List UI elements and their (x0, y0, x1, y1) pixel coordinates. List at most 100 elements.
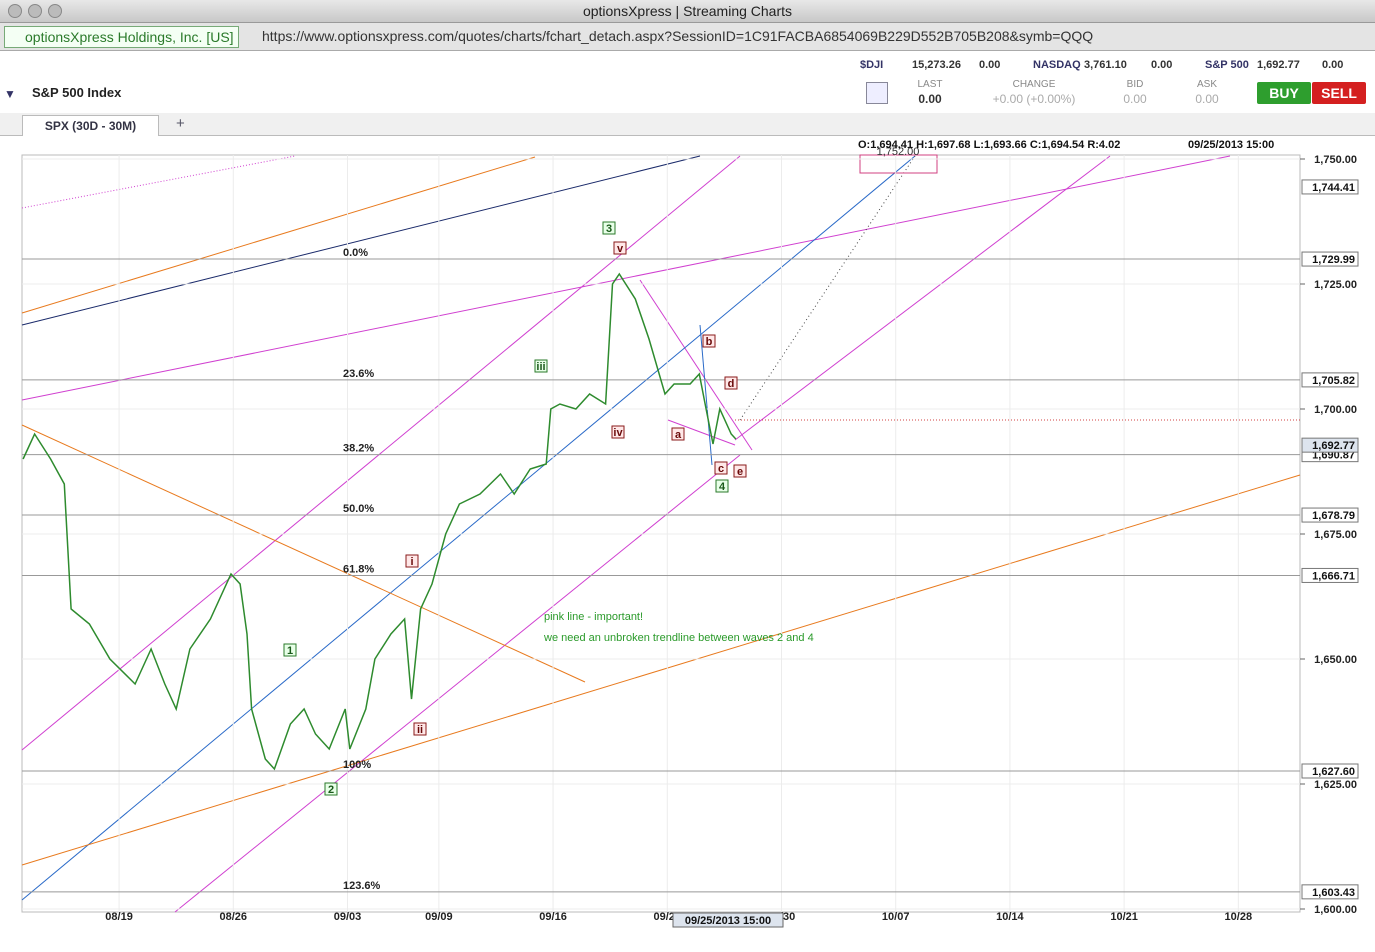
wave-marker (283, 643, 297, 657)
y-tick-label: 1,650.00 (1314, 654, 1357, 666)
wave-label: 4 (719, 481, 726, 493)
field-value: 0.00 (1195, 92, 1219, 106)
ticker-name: $DJI (860, 59, 884, 71)
tool-icon[interactable] (866, 82, 888, 104)
title-bar: optionsXpress | Streaming Charts (0, 0, 1375, 23)
wave-marker (714, 461, 728, 475)
wave-label: i (410, 556, 413, 568)
x-tick-label: 10/21 (1110, 911, 1138, 923)
wave-label: b (706, 336, 713, 348)
trendlines (21, 154, 1301, 913)
quote-field: CHANGE +0.00 (+0.00%) (984, 79, 1084, 106)
ticker-change: 0.00 (979, 59, 1001, 71)
trendline (734, 155, 1111, 441)
price-label: 1,692.77 (1312, 440, 1355, 452)
field-label: BID (1126, 79, 1144, 90)
y-tick-label: 1,725.00 (1314, 279, 1357, 291)
collapse-icon[interactable]: ▼ (4, 87, 16, 101)
x-tick-label: 10/28 (1225, 911, 1253, 923)
target-box (859, 154, 938, 174)
field-value: +0.00 (+0.00%) (992, 92, 1076, 106)
fib-price-label-box (1301, 507, 1359, 523)
annotation: pink line - important! (544, 611, 643, 623)
fib-price-label-box (1301, 251, 1359, 267)
price-line (22, 272, 737, 771)
trendline (21, 155, 741, 751)
crosshair-date-box (672, 912, 784, 928)
trendline (21, 424, 586, 683)
wave-label: a (675, 429, 682, 441)
quote-header: $DJI 15,273.26 0.00 NASDAQ 3,761.10 0.00… (0, 51, 1375, 113)
url[interactable]: https://www.optionsxpress.com/quotes/cha… (262, 28, 1094, 44)
x-tick-label: 10/07 (882, 911, 910, 923)
trendline (21, 474, 1301, 866)
trendline (174, 454, 741, 913)
trendline (21, 156, 536, 314)
wave-marker (702, 334, 716, 348)
wave-label: c (718, 463, 724, 475)
address-bar[interactable]: optionsXpress Holdings, Inc. [US] https:… (0, 23, 1375, 51)
fib-price-label-box (1301, 567, 1359, 583)
target-label: 1,752.00 (877, 146, 920, 158)
wave-marker (602, 221, 616, 235)
ticker-price: 1,692.77 (1257, 59, 1300, 71)
trendline (21, 155, 296, 209)
x-tick-label: 08/26 (220, 911, 248, 923)
fib-price-label: 1,627.60 (1312, 766, 1355, 778)
fib-price-label: 1,729.99 (1312, 254, 1355, 266)
ticker-name: S&P 500 (1205, 59, 1249, 71)
chart: 08/1908/2609/0309/0909/1609/2309/3010/07… (21, 139, 1359, 928)
ticker-change: 0.00 (1322, 59, 1344, 71)
fib-price-label-box (1301, 763, 1359, 779)
wave-label: v (617, 243, 624, 255)
wave-marker (405, 554, 419, 568)
fib-price-label: 1,678.79 (1312, 510, 1355, 522)
annotation: we need an unbroken trendline between wa… (543, 632, 814, 644)
y-tick-label: 1,700.00 (1314, 404, 1357, 416)
price-label-box (1301, 179, 1359, 195)
fib-label: 0.0% (343, 247, 368, 259)
fib-label: 100% (343, 759, 371, 771)
x-tick-label: 08/19 (105, 911, 133, 923)
wave-marker (724, 376, 738, 390)
fib-label: 61.8% (343, 563, 374, 575)
fib-price-label-box (1301, 372, 1359, 388)
y-tick-label: 1,600.00 (1314, 904, 1357, 916)
wave-marker (733, 464, 747, 478)
field-label: ASK (1196, 79, 1217, 90)
trendline (739, 155, 916, 421)
wave-marker (534, 359, 548, 373)
quote-field: BID 0.00 (1100, 79, 1170, 106)
field-value: 0.00 (918, 92, 942, 106)
field-value: 0.00 (1123, 92, 1147, 106)
add-tab[interactable]: + (176, 115, 185, 132)
field-label: LAST (917, 79, 943, 90)
chart-tab[interactable]: SPX (30D - 30M) (22, 115, 159, 136)
site-identity[interactable]: optionsXpress Holdings, Inc. [US] (4, 26, 239, 48)
buy-button[interactable]: BUY (1257, 82, 1311, 104)
close-button[interactable] (8, 4, 22, 18)
crosshair-date: 09/25/2013 15:00 (685, 915, 771, 927)
tab-bar: SPX (30D - 30M) + (0, 113, 1375, 136)
trendline (699, 324, 713, 466)
sell-button[interactable]: SELL (1312, 82, 1366, 104)
price-label: 1,744.41 (1312, 182, 1355, 194)
fib-price-label-box (1301, 884, 1359, 900)
minimize-button[interactable] (28, 4, 42, 18)
fib-label: 38.2% (343, 443, 374, 455)
fib-price-label: 1,666.71 (1312, 570, 1355, 582)
fib-price-label: 1,705.82 (1312, 375, 1355, 387)
wave-label: 3 (606, 223, 612, 235)
window-title: optionsXpress | Streaming Charts (582, 3, 793, 19)
ticker-name: NASDAQ (1033, 59, 1081, 71)
wave-label: iv (613, 427, 623, 439)
fib-label: 23.6% (343, 368, 374, 380)
fib-price-label: 1,603.43 (1312, 887, 1355, 899)
price-label-box (1301, 437, 1359, 453)
zoom-button[interactable] (48, 4, 62, 18)
trendline (21, 155, 1231, 401)
y-tick-label: 1,750.00 (1314, 154, 1357, 166)
fib-label: 123.6% (343, 880, 381, 892)
field-label: CHANGE (1012, 79, 1056, 90)
